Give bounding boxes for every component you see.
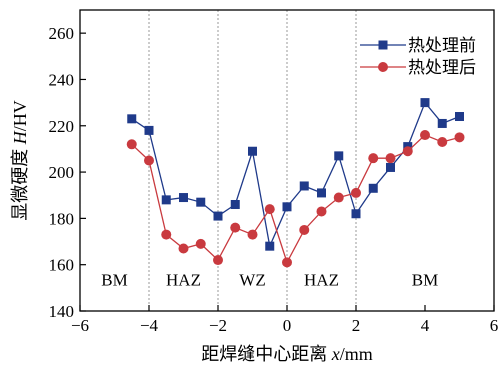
region-label-0: BM: [101, 271, 127, 290]
region-labels: BM HAZ WZ HAZ BM: [101, 271, 438, 290]
legend-label-0: 热处理前: [408, 36, 476, 55]
series-0-point-3: [179, 193, 188, 203]
series-1-point-2: [161, 229, 172, 240]
y-tick-label-4: 220: [49, 117, 75, 136]
series-1-point-18: [437, 136, 448, 147]
series-1-point-9: [282, 257, 292, 268]
series-1-point-7: [247, 229, 258, 240]
y-tick-label-2: 180: [49, 209, 75, 228]
series-1-point-12: [333, 192, 344, 203]
region-dividers: [148, 10, 357, 311]
series-0-point-11: [317, 188, 326, 198]
x-tick-label-1: −4: [140, 316, 159, 335]
x-tick-label-2: −2: [209, 316, 227, 335]
series-line-0: [131, 101, 460, 249]
region-label-1: HAZ: [166, 271, 201, 290]
y-axis-title-var: H: [10, 130, 30, 145]
region-label-3: HAZ: [304, 271, 339, 290]
series-0-point-5: [213, 211, 223, 221]
series-1-point-13: [351, 187, 361, 198]
series-0-point-7: [248, 146, 257, 156]
series-0-point-6: [230, 199, 240, 209]
y-axis-title-prefix: 显微硬度: [10, 144, 30, 221]
x-tick-label-4: 2: [352, 316, 361, 335]
region-label-4: BM: [412, 271, 438, 290]
x-tick-label-6: 6: [490, 316, 499, 335]
series-1-point-11: [316, 206, 327, 217]
y-tick-label-5: 240: [49, 70, 75, 89]
series-0-point-15: [386, 162, 395, 172]
series-0-point-12: [334, 151, 344, 161]
series-0-point-18: [437, 118, 447, 128]
series-1-point-16: [402, 146, 413, 157]
series-1-point-19: [454, 132, 465, 143]
x-tick-label-5: 4: [421, 316, 430, 335]
legend-marker-1: [378, 62, 388, 72]
x-axis-title: 距焊缝中心距离 x/mm: [201, 344, 373, 364]
series-1-point-14: [368, 153, 379, 164]
series-0-point-8: [265, 241, 275, 251]
series-1-point-17: [420, 130, 430, 141]
series-0-point-13: [351, 209, 361, 219]
x-axis-title-unit: /mm: [340, 344, 373, 364]
series-0-point-17: [420, 98, 430, 108]
series-0-point-0: [127, 114, 137, 124]
x-axis-title-prefix: 距焊缝中心距离: [201, 344, 332, 364]
series-1-point-3: [178, 243, 189, 254]
axis-ticks: −6 −4 −2 0 2 4 6 140 160 180 200 220 240 260: [49, 24, 499, 335]
y-tick-label-1: 160: [49, 256, 75, 275]
series-0-point-19: [455, 112, 464, 122]
y-tick-label-6: 260: [49, 24, 75, 43]
series-0-point-4: [196, 197, 206, 207]
series-1-point-8: [264, 204, 275, 215]
y-axis-title-unit: /HV: [10, 100, 30, 131]
region-label-2: WZ: [239, 271, 265, 290]
series-1-point-5: [213, 255, 223, 266]
series-1-point-0: [126, 139, 137, 150]
y-tick-label-3: 200: [49, 163, 75, 182]
series-0-point-14: [368, 183, 378, 193]
series-0-point-2: [161, 195, 171, 205]
series-1-point-6: [230, 222, 241, 233]
series-1-point-4: [195, 238, 206, 249]
series-layer: [126, 98, 465, 268]
y-tick-label-0: 140: [49, 302, 75, 321]
y-axis-title: 显微硬度 H/HV: [10, 100, 30, 221]
x-axis-title-var: x: [331, 344, 340, 364]
series-0-point-10: [299, 181, 309, 191]
legend-marker-0: [378, 40, 388, 50]
x-tick-label-0: −6: [71, 316, 89, 335]
x-tick-label-3: 0: [283, 316, 292, 335]
series-1-point-15: [385, 153, 396, 164]
legend-label-1: 热处理后: [408, 58, 476, 77]
series-0-point-9: [282, 202, 292, 212]
series-0-point-1: [144, 125, 154, 135]
series-1-point-1: [144, 155, 154, 166]
series-1-point-10: [299, 224, 310, 235]
